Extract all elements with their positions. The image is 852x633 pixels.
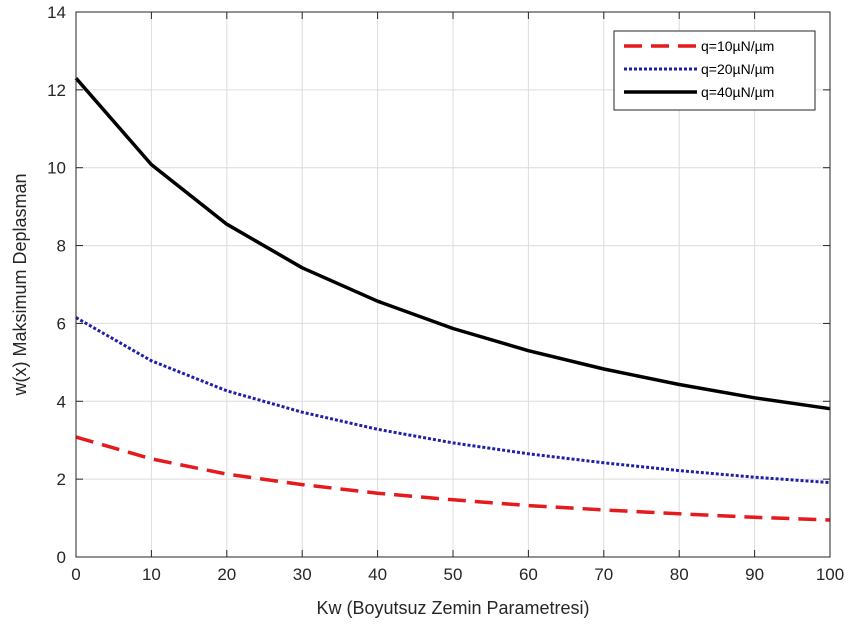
y-tick-label: 0 [57, 548, 66, 567]
x-tick-labels: 0 10 20 30 40 50 60 70 80 90 100 [71, 565, 844, 584]
x-tick-label: 0 [71, 565, 80, 584]
x-tick-label: 70 [594, 565, 613, 584]
x-tick-label: 50 [444, 565, 463, 584]
y-tick-label: 8 [57, 237, 66, 256]
legend-box [613, 30, 816, 111]
x-tick-label: 20 [217, 565, 236, 584]
x-tick-label: 60 [519, 565, 538, 584]
x-tick-label: 30 [293, 565, 312, 584]
series-line-3 [74, 77, 831, 411]
x-tick-label: 80 [670, 565, 689, 584]
x-tick-label: 40 [368, 565, 387, 584]
series-line-2 [75, 316, 831, 485]
y-tick-labels: 0 2 4 6 8 10 12 14 [47, 3, 66, 567]
series-lines [74, 77, 831, 522]
x-tick-label: 90 [745, 565, 764, 584]
x-axis-label: Kw (Boyutsuz Zemin Parametresi) [316, 598, 589, 618]
series-line-1 [75, 435, 831, 522]
y-axis-label: w(x) Maksimum Deplasman [10, 173, 30, 396]
y-tick-label: 4 [57, 392, 66, 411]
x-tick-label: 100 [816, 565, 844, 584]
y-tick-label: 2 [57, 470, 66, 489]
legend-label-2: q=20µN/µm [701, 61, 774, 77]
legend: q=10µN/µm q=20µN/µm q=40µN/µm [613, 30, 816, 111]
ticks [75, 11, 831, 558]
y-tick-label: 12 [47, 81, 66, 100]
y-tick-label: 6 [57, 314, 66, 333]
x-tick-label: 10 [142, 565, 161, 584]
y-tick-label: 14 [47, 3, 66, 22]
legend-label-1: q=10µN/µm [701, 38, 774, 54]
legend-label-3: q=40µN/µm [701, 84, 774, 100]
y-tick-label: 10 [47, 159, 66, 178]
